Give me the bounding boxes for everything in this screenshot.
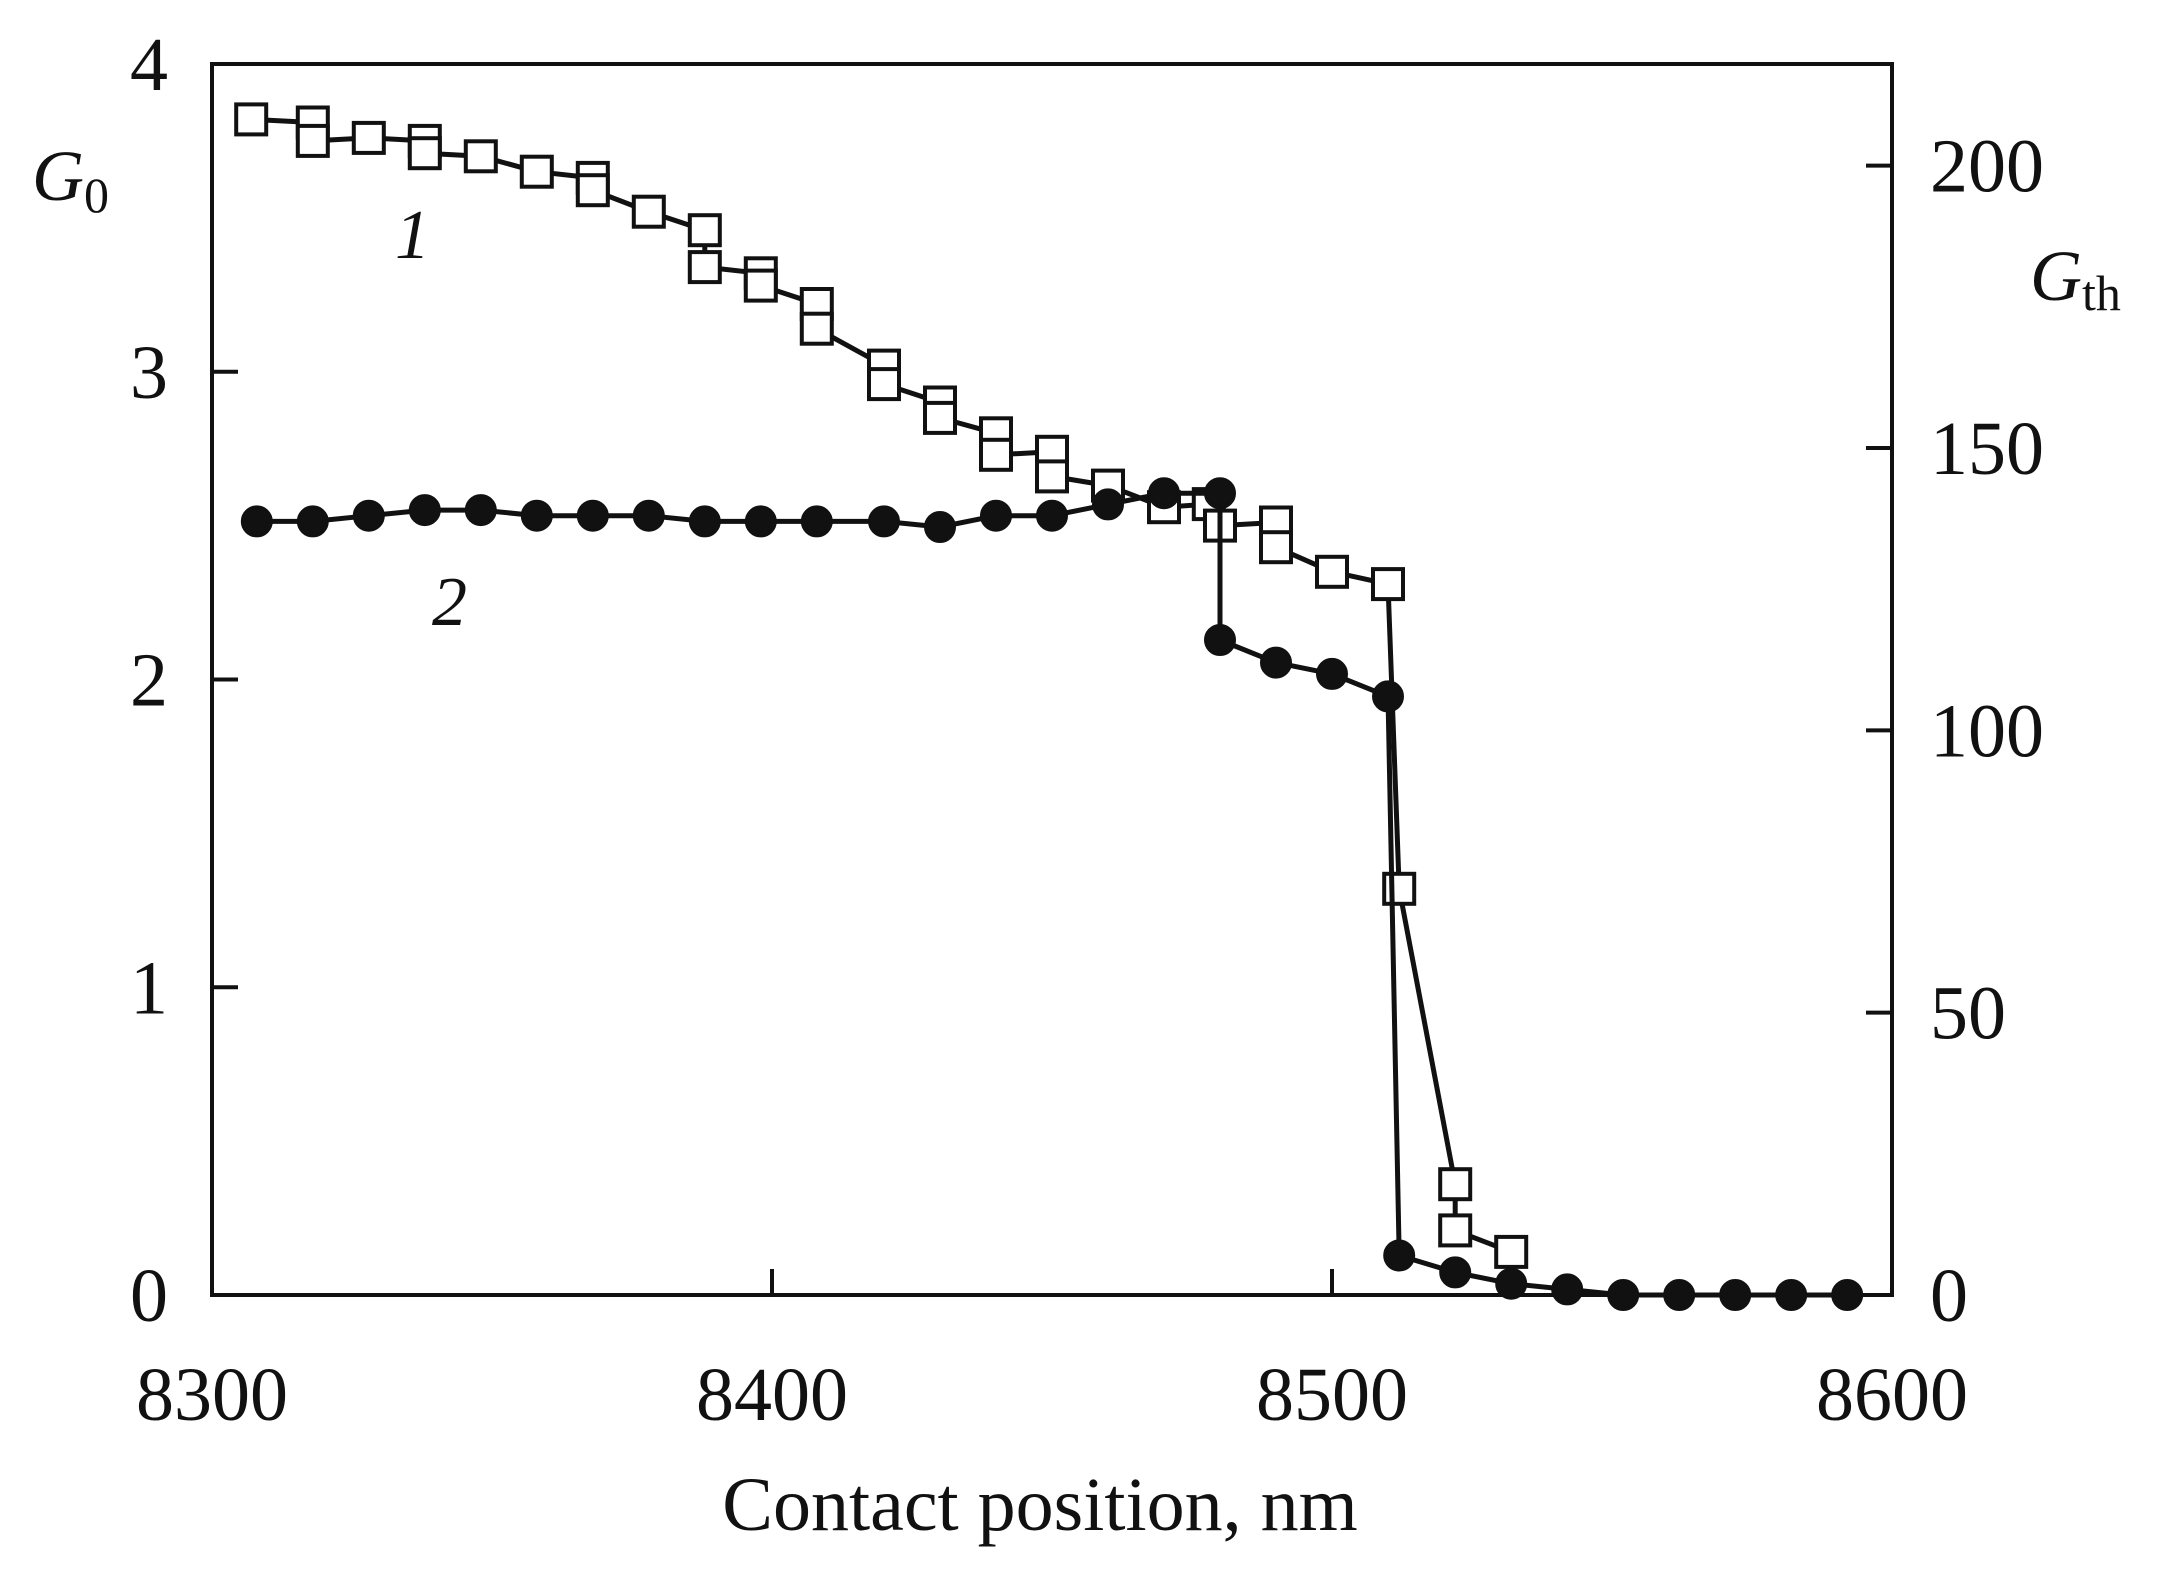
series-2-point bbox=[744, 505, 777, 538]
series-2-point bbox=[1372, 680, 1404, 713]
y-right-tick-label: 0 bbox=[1930, 1254, 1968, 1338]
y-right-tick-label: 150 bbox=[1930, 407, 2044, 491]
series-1-point bbox=[234, 102, 269, 137]
series-2-point bbox=[1551, 1273, 1584, 1306]
series-1-point bbox=[1035, 459, 1069, 494]
series-1-point bbox=[1438, 1167, 1473, 1202]
series-layer bbox=[234, 102, 1864, 1311]
series-2-point bbox=[1663, 1279, 1696, 1311]
series-2-point bbox=[408, 494, 441, 527]
series-1-point bbox=[1494, 1234, 1529, 1269]
series-1-point bbox=[1315, 554, 1349, 589]
series-2-point bbox=[520, 499, 553, 532]
curve-label-1: 1 bbox=[395, 197, 430, 274]
y-right-tick-label: 100 bbox=[1930, 689, 2044, 773]
series-2 bbox=[240, 477, 1864, 1311]
series-2-point bbox=[1383, 1239, 1416, 1272]
series-2-point bbox=[1719, 1279, 1752, 1311]
series-2-point bbox=[1204, 624, 1236, 656]
series-1-point bbox=[979, 437, 1013, 472]
curve-label-2: 2 bbox=[432, 564, 467, 641]
series-2-point bbox=[1260, 646, 1292, 679]
series-2-point bbox=[296, 505, 329, 538]
series-2-point bbox=[1204, 477, 1236, 510]
series-1-point bbox=[1259, 530, 1293, 565]
series-1-point bbox=[295, 123, 330, 158]
series-2-point bbox=[1495, 1267, 1528, 1300]
series-2-point bbox=[632, 499, 665, 532]
series-1 bbox=[234, 102, 1529, 1269]
x-tick-label: 8300 bbox=[136, 1353, 288, 1437]
y-right-tick-label: 50 bbox=[1930, 972, 2006, 1056]
series-2-point bbox=[240, 505, 273, 538]
series-1-point bbox=[687, 213, 722, 248]
y-left-tick-label: 1 bbox=[130, 946, 168, 1030]
series-1-point bbox=[687, 250, 722, 285]
series-2-point bbox=[1439, 1256, 1472, 1289]
series-2-point bbox=[1036, 499, 1068, 532]
series-1-point bbox=[923, 400, 957, 435]
y-left-tick-label: 4 bbox=[130, 23, 168, 107]
series-1-point bbox=[743, 268, 778, 303]
y-axis-left-title: G0 bbox=[32, 136, 109, 223]
y-left-tick-label: 3 bbox=[130, 331, 168, 415]
series-2-point bbox=[688, 505, 721, 538]
series-1-point bbox=[867, 367, 901, 402]
series-2-line bbox=[256, 490, 1848, 1298]
x-axis: 8300 8400 8500 8600 bbox=[136, 1269, 1968, 1437]
plot-frame bbox=[210, 62, 1894, 1297]
series-1-point bbox=[799, 311, 834, 346]
x-tick-label: 8400 bbox=[696, 1353, 848, 1437]
series-2-point bbox=[1316, 657, 1348, 690]
y-left-tick-label: 0 bbox=[130, 1254, 168, 1338]
x-tick-label: 8500 bbox=[1256, 1353, 1408, 1437]
x-axis-title: Contact position, nm bbox=[722, 1463, 1357, 1547]
series-1-point bbox=[575, 173, 610, 208]
y-axis-right-symbol: G bbox=[2030, 236, 2082, 316]
y-axis-left-subscript: 0 bbox=[84, 167, 109, 223]
y-axis-right: 0 50 100 150 200 bbox=[1866, 125, 2044, 1338]
series-1-point bbox=[351, 120, 386, 155]
y-left-tick-label: 2 bbox=[130, 639, 168, 723]
series-2-point bbox=[1092, 488, 1124, 521]
series-1-point bbox=[1382, 871, 1417, 906]
series-2-point bbox=[576, 499, 609, 532]
series-1-point bbox=[407, 136, 442, 171]
y-axis-right-title: Gth bbox=[2030, 236, 2121, 321]
series-1-point bbox=[1371, 567, 1405, 602]
series-1-point bbox=[463, 139, 498, 174]
series-2-point bbox=[1831, 1279, 1864, 1311]
series-2-point bbox=[1148, 477, 1180, 510]
series-2-point bbox=[1607, 1279, 1640, 1311]
series-1-point bbox=[631, 194, 666, 229]
series-2-point bbox=[924, 511, 956, 543]
y-right-tick-label: 200 bbox=[1930, 125, 2044, 209]
series-2-point bbox=[352, 499, 385, 532]
series-1-point bbox=[1438, 1213, 1473, 1248]
series-2-point bbox=[464, 494, 497, 527]
series-2-point bbox=[980, 499, 1012, 532]
x-tick-label: 8600 bbox=[1816, 1353, 1968, 1437]
y-axis-left: 0 1 2 3 4 bbox=[130, 23, 238, 1338]
series-1-point bbox=[519, 154, 554, 189]
series-2-point bbox=[1775, 1279, 1808, 1311]
series-2-point bbox=[868, 505, 900, 538]
series-2-point bbox=[800, 505, 833, 538]
y-axis-left-symbol: G bbox=[32, 136, 84, 216]
y-axis-right-subscript: th bbox=[2082, 265, 2121, 321]
